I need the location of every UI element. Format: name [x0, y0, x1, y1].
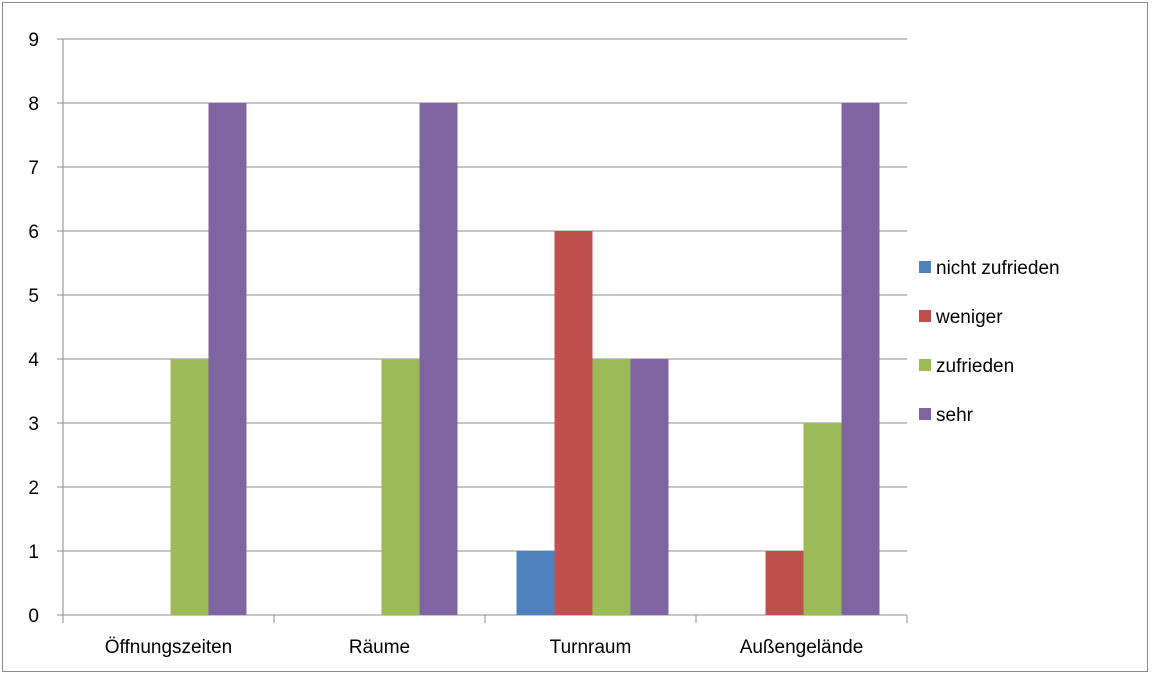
y-tick-label: 5	[28, 286, 39, 307]
bar-sehr-2	[630, 359, 669, 615]
bar-zufrieden-0	[170, 359, 209, 615]
bar-nicht-zufrieden-2	[516, 551, 555, 615]
y-tick-label: 8	[28, 94, 39, 115]
legend-swatch	[919, 261, 931, 273]
bar-sehr-1	[419, 103, 458, 615]
x-category-label: Öffnungszeiten	[105, 637, 232, 658]
x-category-label: Turnraum	[550, 637, 632, 658]
bar-chart: 0 1 2 3 4 5 6 7 8 9 Öffnungszeiten Räume Turnraum Auß…	[28, 30, 1060, 658]
bar-weniger-3	[765, 551, 804, 615]
x-category-label: Räume	[349, 637, 410, 658]
axis-labels: 0 1 2 3 4 5 6 7 8 9 Öffnungszeiten Räume Turnraum Auß…	[28, 30, 863, 658]
legend-label: nicht zufrieden	[936, 258, 1060, 279]
bar-zufrieden-3	[803, 423, 842, 615]
x-category-label: Außengelände	[740, 637, 864, 658]
y-tick-label: 4	[28, 350, 39, 371]
bar-weniger-2	[554, 231, 593, 615]
legend-label: sehr	[936, 405, 974, 426]
y-tick-label: 3	[28, 414, 39, 435]
y-tick-label: 6	[28, 222, 39, 243]
legend-label: zufrieden	[936, 356, 1014, 377]
bar-zufrieden-1	[381, 359, 420, 615]
bar-sehr-0	[208, 103, 247, 615]
y-tick-label: 0	[28, 606, 39, 627]
y-tick-label: 7	[28, 158, 39, 179]
bars	[170, 103, 880, 615]
legend: nicht zufrieden weniger zufrieden sehr	[919, 258, 1060, 426]
y-tick-label: 2	[28, 478, 39, 499]
legend-swatch	[919, 310, 931, 322]
legend-swatch	[919, 359, 931, 371]
legend-swatch	[919, 408, 931, 420]
bar-sehr-3	[841, 103, 880, 615]
y-tick-label: 9	[28, 30, 39, 51]
bar-zufrieden-2	[592, 359, 631, 615]
y-tick-label: 1	[28, 542, 39, 563]
legend-label: weniger	[935, 307, 1003, 328]
